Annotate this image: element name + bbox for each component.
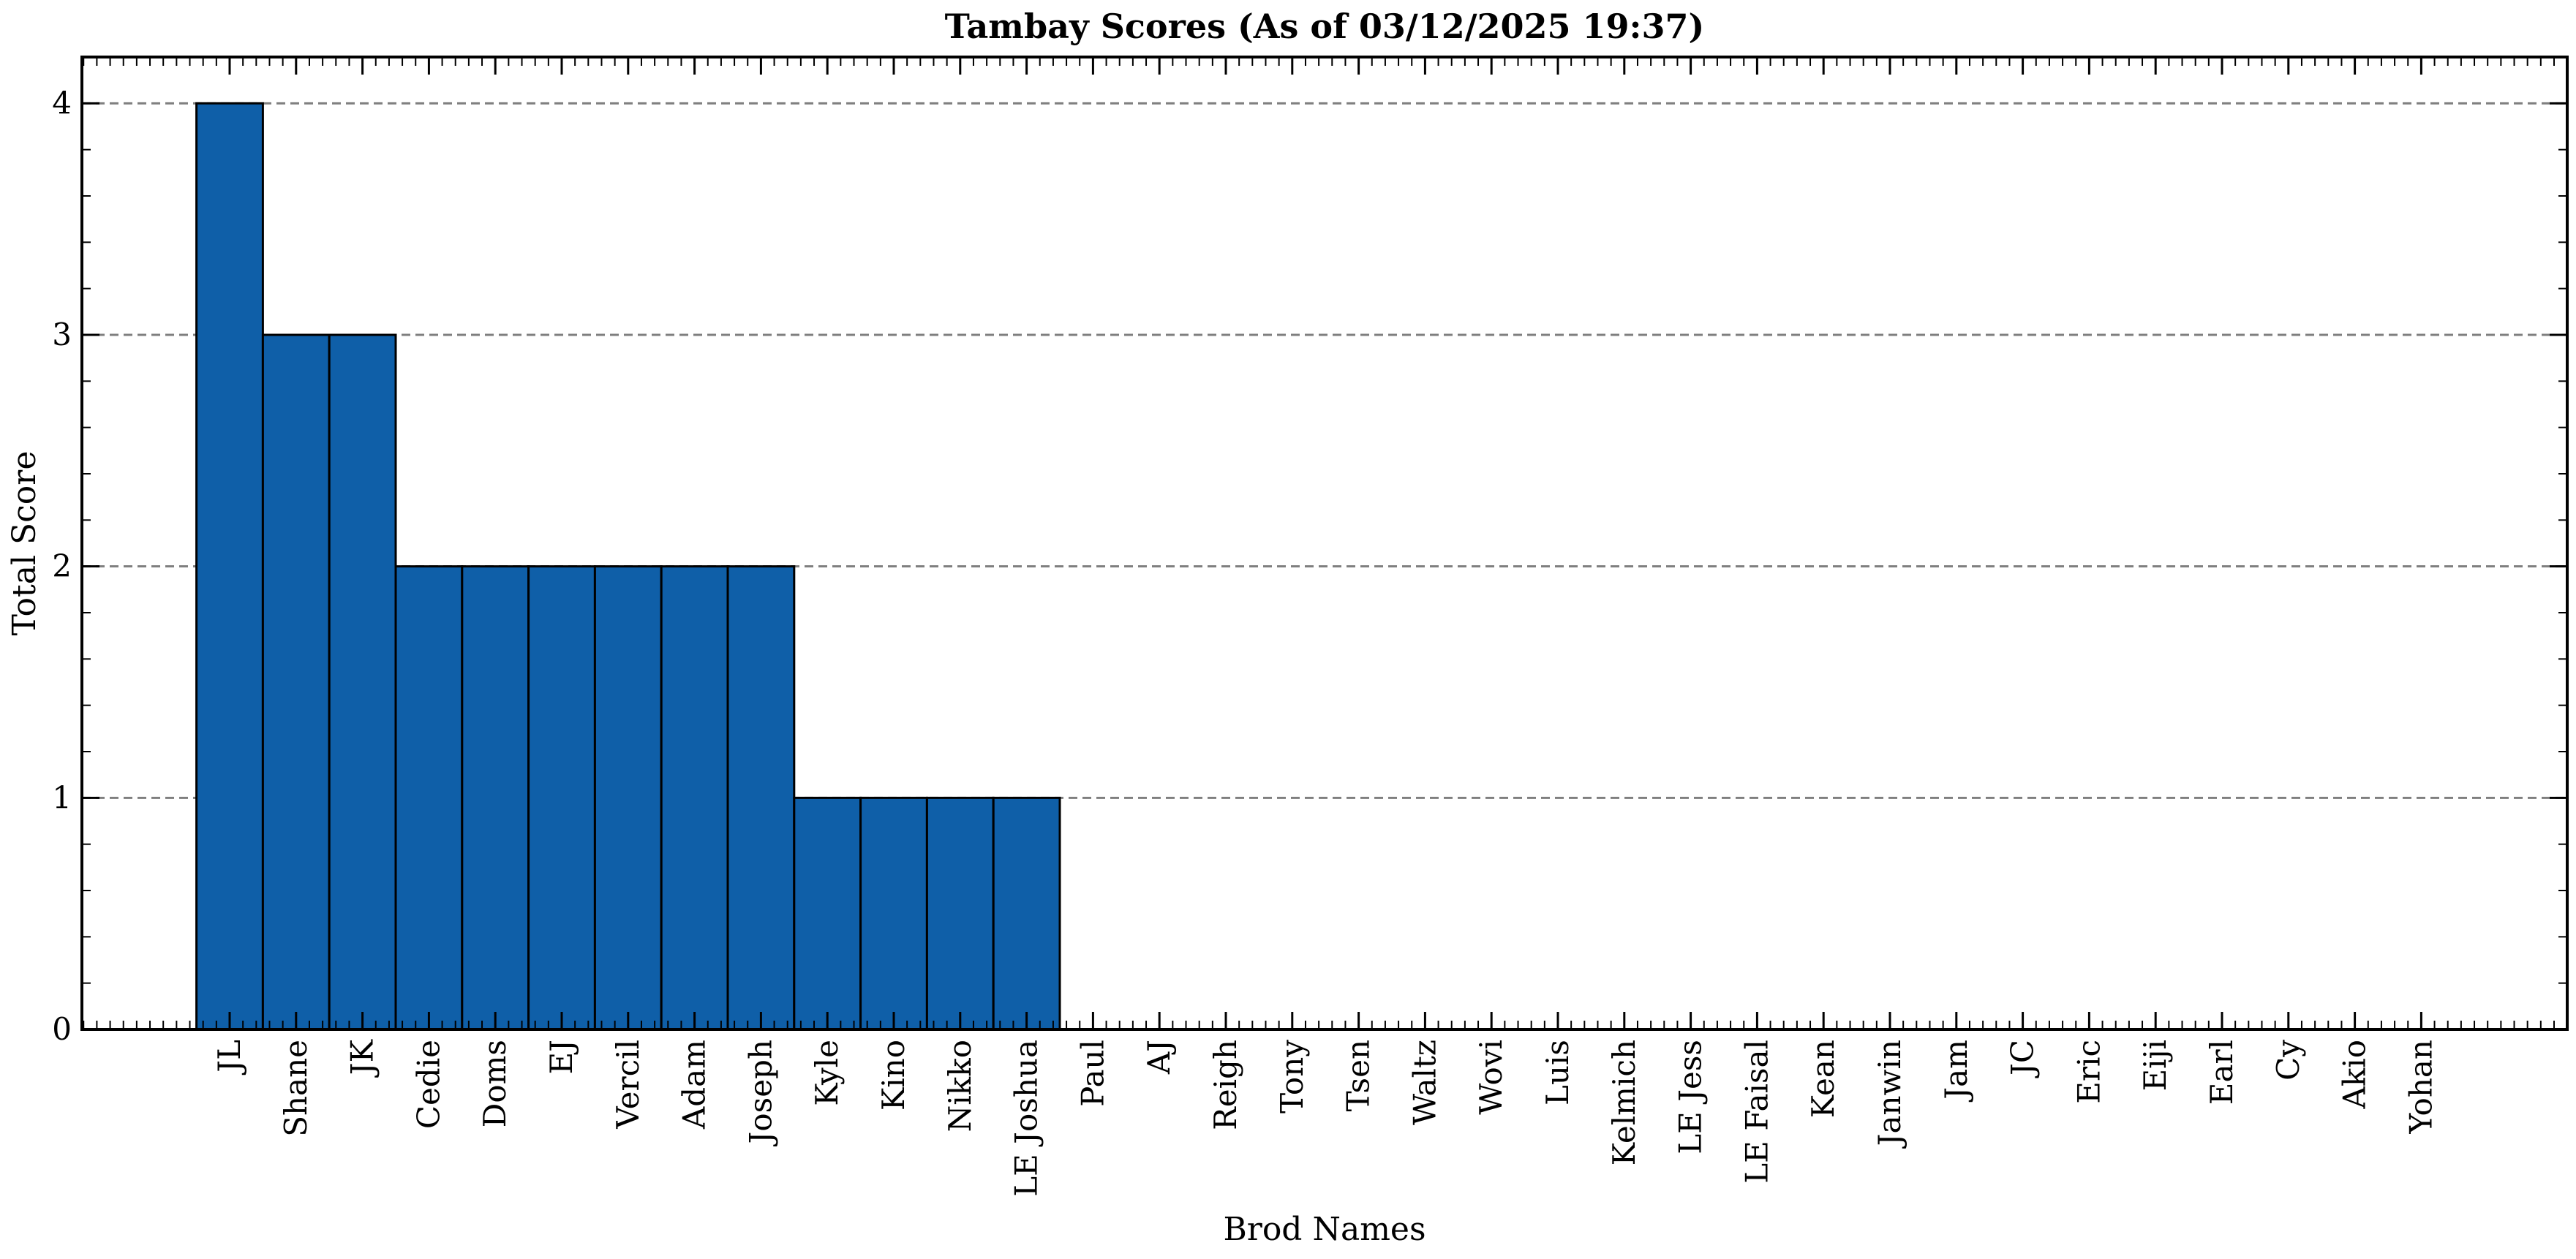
bar-doms (461, 565, 530, 1031)
x-tick-label: Eiji (2137, 1040, 2173, 1092)
x-tick-label: Earl (2204, 1040, 2240, 1105)
bar-joseph (726, 565, 796, 1031)
y-tick-label: 4 (52, 85, 72, 121)
x-tick-label: Paul (1074, 1040, 1110, 1107)
gridlines (82, 102, 2567, 799)
bar-cedie (394, 565, 464, 1031)
y-tick-label: 2 (52, 548, 72, 584)
x-tick-label: Cy (2270, 1040, 2306, 1081)
bar-jl (195, 102, 264, 1031)
x-tick-label: LE Jess (1673, 1040, 1709, 1154)
x-tick-label: Yohan (2403, 1040, 2438, 1135)
x-tick-label: AJ (1141, 1040, 1177, 1075)
x-tick-label: Shane (278, 1040, 314, 1137)
x-tick-label: Kean (1805, 1040, 1841, 1118)
x-tick-label: Vercil (610, 1040, 646, 1130)
bar-le-joshua (992, 796, 1061, 1031)
bar-vercil (593, 565, 663, 1031)
bar-kino (859, 796, 928, 1031)
x-tick-labels: JL Shane JK Cedie Doms EJ Vercil Adam Joseph Kyle… (211, 1038, 2438, 1196)
x-tick-label: Cedie (410, 1040, 446, 1129)
x-tick-label: Tsen (1341, 1040, 1376, 1111)
x-tick-label: Kino (875, 1040, 911, 1111)
x-tick-label: Reigh (1208, 1040, 1243, 1130)
x-tick-label: Kelmich (1606, 1040, 1642, 1165)
x-tick-label: Luis (1540, 1040, 1575, 1105)
bars (195, 102, 1061, 1031)
x-tick-label: Kyle (809, 1040, 845, 1106)
x-tick-label: Tony (1274, 1040, 1310, 1114)
x-tick-label: Joseph (742, 1040, 778, 1146)
x-tick-label: Eric (2071, 1040, 2106, 1104)
x-tick-label: Waltz (1406, 1040, 1442, 1125)
x-tick-label: LE Joshua (1009, 1040, 1044, 1197)
plot-frame (80, 56, 2569, 1031)
x-tick-label: JK (344, 1038, 380, 1078)
y-tick-label: 3 (52, 317, 72, 352)
bar-kyle (793, 796, 862, 1031)
x-tick-label: LE Faisal (1739, 1040, 1774, 1184)
bar-shane (261, 333, 331, 1031)
x-tick-label: Jam (1938, 1040, 1974, 1103)
bar-ej (527, 565, 596, 1031)
x-tick-label: JC (2005, 1040, 2041, 1078)
x-tick-label: Doms (477, 1040, 513, 1127)
x-axis-label: Brod Names (1223, 1211, 1426, 1248)
x-tick-label: Adam (677, 1040, 712, 1130)
bar-jk (328, 333, 397, 1031)
chart-title: Tambay Scores (As of 03/12/2025 19:37) (945, 7, 1705, 46)
bar-nikko (925, 796, 995, 1031)
x-tick-label: JL (211, 1040, 247, 1075)
x-tick-label: Janwin (1872, 1040, 1907, 1149)
y-tick-labels: 0 1 2 3 4 (52, 85, 72, 1047)
y-axis-label: Total Score (6, 451, 43, 636)
x-tick-label: Nikko (942, 1040, 978, 1132)
bar-adam (660, 565, 729, 1031)
x-tick-label: Akio (2337, 1040, 2373, 1110)
y-tick-label: 0 (52, 1011, 72, 1047)
y-tick-label: 1 (52, 779, 72, 815)
x-tick-label: EJ (543, 1040, 579, 1075)
x-tick-label: Wovi (1473, 1040, 1509, 1115)
